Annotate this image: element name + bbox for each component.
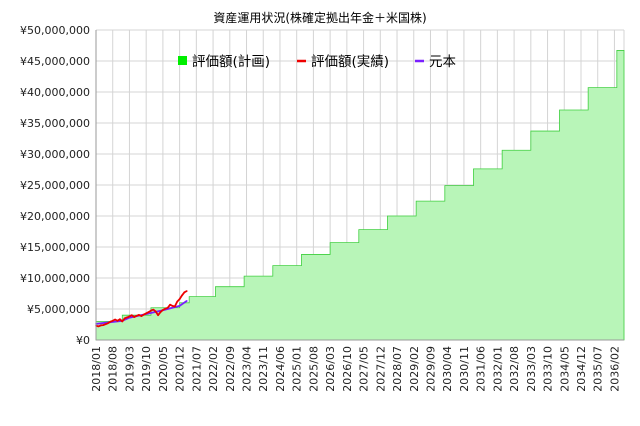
x-tick-label: 2020/12 xyxy=(174,346,187,392)
legend: 評価額(計画) 評価額(実績) 元本 xyxy=(178,54,456,70)
y-tick-label: ¥0 xyxy=(76,334,90,347)
y-tick-label: ¥30,000,000 xyxy=(20,148,90,161)
actual-point xyxy=(126,316,128,319)
actual-point xyxy=(169,303,171,306)
actual-point xyxy=(119,318,121,321)
actual-point xyxy=(154,310,157,313)
x-tick-label: 2019/10 xyxy=(140,346,153,392)
principal-point xyxy=(185,300,188,302)
x-tick-label: 2034/05 xyxy=(558,346,571,392)
actual-point xyxy=(107,322,109,325)
actual-point xyxy=(102,324,104,326)
actual-point xyxy=(128,315,131,318)
y-tick-label: ¥35,000,000 xyxy=(20,117,90,130)
actual-point xyxy=(114,318,116,321)
x-tick-label: 2034/12 xyxy=(575,346,588,392)
actual-point xyxy=(135,315,138,317)
x-tick-label: 2029/02 xyxy=(408,346,421,392)
actual-point xyxy=(123,317,126,320)
x-tick-label: 2027/05 xyxy=(358,346,371,392)
legend-label-principal: 元本 xyxy=(429,54,456,70)
actual-point xyxy=(164,307,167,310)
actual-point xyxy=(157,314,159,317)
actual-point xyxy=(116,319,119,322)
actual-point xyxy=(140,315,143,317)
actual-point xyxy=(171,305,174,307)
x-tick-label: 2032/08 xyxy=(508,346,521,392)
x-tick-label: 2022/02 xyxy=(207,346,220,392)
actual-point xyxy=(109,320,112,323)
y-tick-label: ¥20,000,000 xyxy=(20,210,90,223)
actual-point xyxy=(142,313,145,316)
actual-point xyxy=(185,290,188,292)
actual-point xyxy=(138,314,140,316)
axes xyxy=(95,30,624,341)
y-tick-labels: ¥0 ¥5,000,000 ¥10,000,000 ¥15,000,000 ¥20,00… xyxy=(20,24,90,347)
x-tick-label: 2033/03 xyxy=(525,346,538,392)
x-tick-label: 2030/11 xyxy=(458,346,471,392)
actual-point xyxy=(162,309,164,311)
y-tick-label: ¥25,000,000 xyxy=(20,179,90,192)
x-tick-label: 2018/01 xyxy=(90,346,103,392)
legend-swatch-plan xyxy=(178,56,187,65)
x-tick-label: 2025/01 xyxy=(291,346,304,392)
actual-point xyxy=(176,300,179,303)
x-tick-labels: 2018/01 2018/08 2019/03 2019/10 2020/05 2020/… xyxy=(90,346,621,392)
y-tick-label: ¥10,000,000 xyxy=(20,272,90,285)
actual-point xyxy=(159,311,162,313)
legend-label-actual: 評価額(実績) xyxy=(311,54,389,70)
x-tick-label: 2030/04 xyxy=(441,346,454,392)
y-tick-label: ¥45,000,000 xyxy=(20,55,90,68)
x-tick-label: 2035/07 xyxy=(592,346,605,392)
x-tick-label: 2024/06 xyxy=(274,346,287,392)
actual-point xyxy=(150,309,152,312)
actual-point xyxy=(174,305,176,308)
x-tick-label: 2020/05 xyxy=(157,346,170,392)
x-tick-label: 2027/12 xyxy=(374,346,387,392)
actual-point xyxy=(131,314,133,317)
x-tick-label: 2023/11 xyxy=(257,346,270,392)
x-tick-label: 2022/09 xyxy=(224,346,237,392)
principal-point xyxy=(178,305,181,307)
actual-point xyxy=(178,298,181,300)
x-tick-label: 2021/07 xyxy=(190,346,203,392)
actual-point xyxy=(145,312,147,315)
chart-title: 資産運用状況(株確定拠出年金＋米国株) xyxy=(213,10,426,25)
y-tick-label: ¥50,000,000 xyxy=(20,24,90,37)
y-tick-label: ¥40,000,000 xyxy=(20,86,90,99)
x-tick-label: 2026/03 xyxy=(324,346,337,392)
x-tick-label: 2029/09 xyxy=(424,346,437,392)
actual-point xyxy=(99,324,102,327)
x-tick-label: 2032/01 xyxy=(491,346,504,392)
actual-point xyxy=(152,308,155,311)
y-tick-label: ¥5,000,000 xyxy=(27,303,90,316)
actual-point xyxy=(121,320,124,323)
x-tick-label: 2033/10 xyxy=(542,346,555,392)
actual-point xyxy=(166,306,169,309)
x-tick-label: 2036/02 xyxy=(608,346,621,392)
legend-label-plan: 評価額(計画) xyxy=(192,54,270,70)
x-tick-label: 2018/08 xyxy=(107,346,120,392)
x-tick-label: 2019/03 xyxy=(123,346,136,392)
actual-point xyxy=(97,325,100,328)
x-tick-label: 2028/07 xyxy=(391,346,404,392)
actual-point xyxy=(111,319,114,322)
plan-area-layer xyxy=(95,50,625,341)
y-tick-label: ¥15,000,000 xyxy=(20,241,90,254)
actual-point xyxy=(133,316,136,318)
actual-point xyxy=(183,291,186,294)
actual-point xyxy=(181,294,183,297)
plan-step-area xyxy=(95,50,625,341)
actual-point xyxy=(104,323,107,325)
actual-point xyxy=(147,311,150,313)
x-tick-label: 2023/04 xyxy=(241,346,254,392)
lines-layer xyxy=(95,290,188,328)
x-tick-label: 2026/10 xyxy=(341,346,354,392)
x-tick-label: 2025/08 xyxy=(307,346,320,392)
x-tick-label: 2031/06 xyxy=(475,346,488,392)
